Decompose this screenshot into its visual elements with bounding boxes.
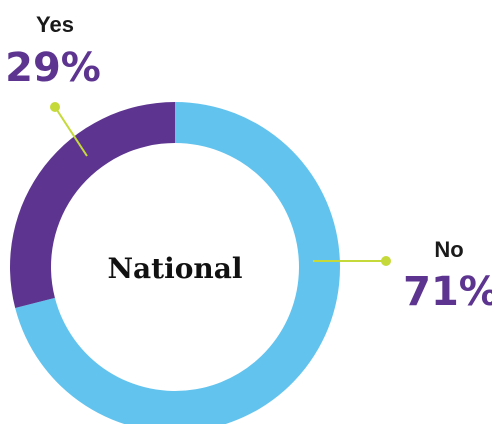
leader-line-yes [50, 102, 88, 157]
slice-yes [9, 102, 175, 309]
donut-slices [9, 102, 340, 424]
leader-line-no [313, 256, 391, 266]
value-label-yes: 29% [5, 45, 101, 91]
category-label-no: No [434, 237, 463, 262]
value-label-no: 71% [403, 269, 492, 315]
center-label: National [107, 252, 242, 285]
category-label-yes: Yes [36, 12, 74, 37]
